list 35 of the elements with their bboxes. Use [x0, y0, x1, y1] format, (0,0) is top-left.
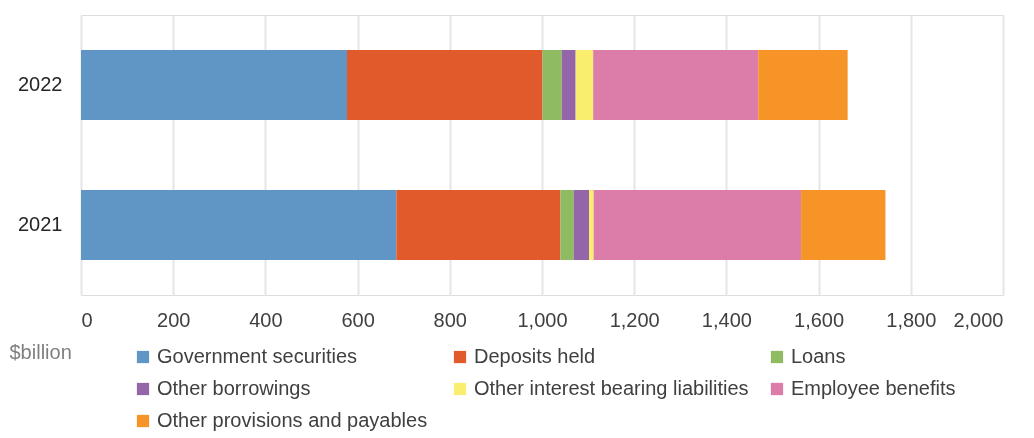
bar	[396, 190, 561, 260]
y-tick-label: 2022	[18, 73, 63, 95]
bar	[347, 50, 543, 120]
bar	[81, 190, 397, 260]
x-tick-label: 600	[341, 308, 375, 331]
x-tick-label: 200	[157, 308, 191, 331]
x-tick-label: 800	[433, 308, 467, 331]
x-tick-label: 1,800	[886, 308, 937, 331]
bar	[589, 190, 594, 260]
legend-label: Government securities	[157, 345, 358, 367]
bar	[573, 190, 590, 260]
x-tick-label: 1,600	[794, 308, 845, 331]
legend-label: Other provisions and payables	[157, 409, 428, 431]
bar	[81, 50, 347, 120]
legend-label: Other borrowings	[157, 377, 311, 399]
x-tick-label: 2,000	[953, 308, 1004, 331]
bar	[758, 50, 848, 120]
legend-label: Deposits held	[474, 345, 596, 367]
legend-label: Employee benefits	[791, 377, 956, 399]
x-tick-label: 1,200	[609, 308, 660, 331]
x-tick-label: 1,400	[701, 308, 752, 331]
x-tick-label: 400	[249, 308, 283, 331]
bar	[593, 190, 802, 260]
bar	[801, 190, 886, 260]
bar	[575, 50, 594, 120]
legend-label: Loans	[791, 345, 846, 367]
x-tick-label: 1,000	[517, 308, 568, 331]
x-tick-label: 0	[81, 308, 93, 331]
x-axis-title: $billion	[9, 340, 72, 363]
legend-label: Other interest bearing liabilities	[474, 377, 749, 399]
bar	[593, 50, 759, 120]
y-tick-label: 2021	[18, 213, 63, 235]
bar	[542, 50, 562, 120]
bar	[561, 50, 576, 120]
bar	[560, 190, 574, 260]
